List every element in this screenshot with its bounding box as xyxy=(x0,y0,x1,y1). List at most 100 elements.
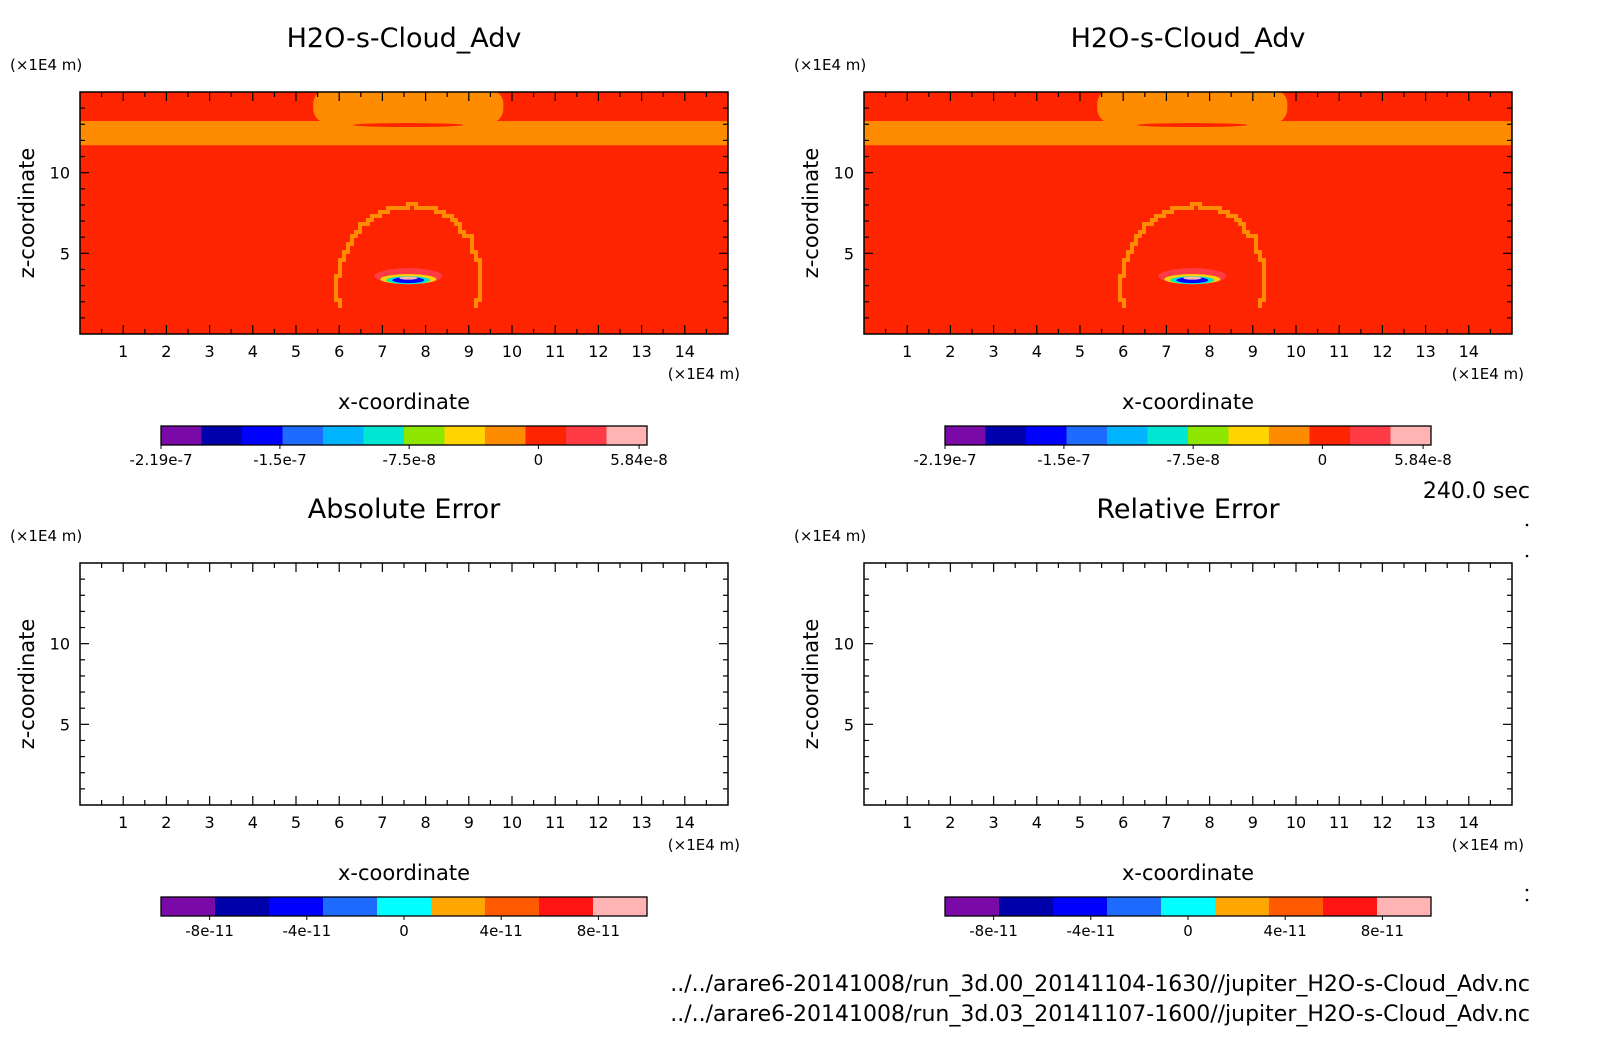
panel-4: Relative Error(×1E4 m)(×1E4 m)1 2 3 4 5 6 7 8 9 1… xyxy=(794,494,1524,940)
x-tick-label: 9 xyxy=(1248,813,1258,832)
colorbar-swatch xyxy=(431,897,486,916)
x-unit-label: (×1E4 m) xyxy=(668,836,740,854)
colorbar-swatch xyxy=(215,897,270,916)
y-tick-label: 10 xyxy=(50,635,70,654)
colorbar-swatch xyxy=(323,897,378,916)
colorbar-label: 0 xyxy=(399,922,409,940)
colorbar-label: 0 xyxy=(1318,451,1328,469)
x-tick-label: 14 xyxy=(675,813,695,832)
x-tick-label: 13 xyxy=(631,342,651,361)
y-tick-label: 10 xyxy=(834,164,854,183)
x-tick-label: 8 xyxy=(1205,342,1215,361)
y-axis-label: z-coordinate xyxy=(15,619,39,750)
colorbar-swatch xyxy=(945,426,986,445)
y-unit-label: (×1E4 m) xyxy=(794,527,866,545)
x-tick-label: 3 xyxy=(989,813,999,832)
colorbar-swatch xyxy=(1066,426,1108,445)
field-layer xyxy=(864,563,1512,805)
x-tick-label: 9 xyxy=(1248,342,1258,361)
colorbar-label: 8e-11 xyxy=(1361,922,1404,940)
field-layer xyxy=(864,92,1512,334)
cloud-dome-outline xyxy=(334,202,482,308)
colorbar-swatch xyxy=(606,426,648,445)
x-tick-label: 11 xyxy=(1329,342,1349,361)
plot-background xyxy=(864,563,1512,805)
colorbar-swatch xyxy=(1377,897,1432,916)
x-tick-label: 10 xyxy=(502,813,522,832)
colorbar-swatch xyxy=(985,426,1027,445)
colorbar-swatch xyxy=(269,897,324,916)
x-tick-label: 10 xyxy=(1286,342,1306,361)
x-tick-label: 7 xyxy=(377,342,387,361)
colorbar-label: 0 xyxy=(534,451,544,469)
x-tick-label: 5 xyxy=(1075,342,1085,361)
x-tick-label: 2 xyxy=(945,342,955,361)
colorbar-label: 4e-11 xyxy=(1264,922,1307,940)
x-tick-label: 7 xyxy=(1161,342,1171,361)
colorbar-swatch xyxy=(593,897,648,916)
colorbar-label: -2.19e-7 xyxy=(130,451,193,469)
y-tick-label: 10 xyxy=(50,164,70,183)
colorbar-label: -1.5e-7 xyxy=(1037,451,1090,469)
colorbar-swatch xyxy=(945,897,1000,916)
y-unit-label: (×1E4 m) xyxy=(794,56,866,74)
colorbar-swatch xyxy=(282,426,324,445)
colorbar-swatch xyxy=(485,897,540,916)
colorbar-swatch xyxy=(566,426,607,445)
x-tick-label: 6 xyxy=(334,813,344,832)
x-tick-label: 3 xyxy=(205,342,215,361)
x-tick-label: 1 xyxy=(118,342,128,361)
file-path-1: ../../arare6-20141008/run_3d.00_20141104… xyxy=(670,972,1530,997)
x-tick-label: 2 xyxy=(945,813,955,832)
colorbar-swatch xyxy=(539,897,594,916)
x-tick-label: 14 xyxy=(1459,342,1479,361)
colorbar-swatch xyxy=(1147,426,1189,445)
panel-title: Absolute Error xyxy=(308,494,501,525)
colorbar-swatch xyxy=(1026,426,1067,445)
colorbar-swatch xyxy=(1053,897,1108,916)
x-tick-label: 3 xyxy=(205,813,215,832)
x-tick-label: 12 xyxy=(1372,813,1392,832)
panel-2: H2O-s-Cloud_Adv(×1E4 m)(×1E4 m)1 2 3 4 5 6 7 8 9… xyxy=(794,23,1524,469)
colorbar-label: -4e-11 xyxy=(282,922,331,940)
x-tick-label: 12 xyxy=(1372,342,1392,361)
y-axis-label: z-coordinate xyxy=(15,148,39,279)
x-tick-label: 7 xyxy=(377,813,387,832)
x-tick-label: 12 xyxy=(588,813,608,832)
colorbar-label: -7.5e-8 xyxy=(1166,451,1219,469)
x-unit-label: (×1E4 m) xyxy=(1452,836,1524,854)
panel-3: Absolute Error(×1E4 m)(×1E4 m)1 2 3 4 5 6 7 8 9 1… xyxy=(10,494,740,940)
colorbar-label: -7.5e-8 xyxy=(382,451,435,469)
x-tick-label: 4 xyxy=(1032,342,1042,361)
marker-dot xyxy=(1525,523,1529,527)
y-tick-label: 5 xyxy=(60,244,70,263)
colorbar-label: 5.84e-8 xyxy=(610,451,668,469)
x-tick-label: 2 xyxy=(161,813,171,832)
x-tick-label: 10 xyxy=(1286,813,1306,832)
cap-lens xyxy=(353,123,464,128)
y-tick-label: 5 xyxy=(844,715,854,734)
x-tick-label: 1 xyxy=(118,813,128,832)
cap-lens xyxy=(1137,123,1248,128)
colorbar-swatch xyxy=(323,426,364,445)
cloud-cap xyxy=(1097,92,1288,124)
x-axis-label: x-coordinate xyxy=(338,861,470,885)
colorbar-swatch xyxy=(1269,897,1324,916)
x-tick-label: 13 xyxy=(631,813,651,832)
core-highlight xyxy=(399,276,418,280)
colorbar-swatch xyxy=(444,426,486,445)
colorbar-swatch xyxy=(999,897,1054,916)
x-tick-label: 4 xyxy=(1032,813,1042,832)
x-tick-label: 8 xyxy=(421,342,431,361)
time-label: 240.0 sec xyxy=(1423,479,1530,504)
colorbar-label: -2.19e-7 xyxy=(914,451,977,469)
x-tick-label: 2 xyxy=(161,342,171,361)
colorbar-swatch xyxy=(242,426,283,445)
colorbar-frame xyxy=(160,425,648,446)
x-tick-label: 13 xyxy=(1415,342,1435,361)
colorbar-label: -1.5e-7 xyxy=(253,451,306,469)
core-highlight xyxy=(1183,276,1202,280)
y-axis-label: z-coordinate xyxy=(799,148,823,279)
colorbar-swatch xyxy=(1107,897,1162,916)
